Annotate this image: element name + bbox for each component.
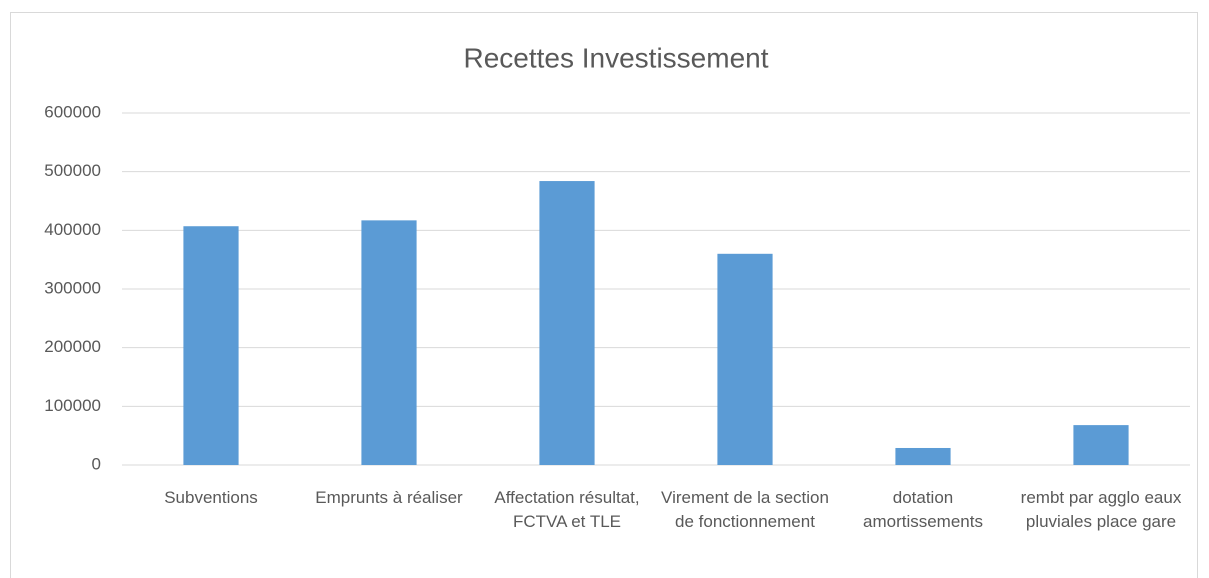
bar	[895, 447, 951, 465]
x-tick-label: dotation amortissements	[863, 488, 983, 531]
y-tick-label: 400000	[44, 220, 101, 239]
bar	[717, 253, 773, 465]
bar	[361, 220, 417, 465]
y-tick-label: 500000	[44, 161, 101, 180]
y-tick-label: 100000	[44, 396, 101, 415]
bar	[183, 226, 239, 465]
y-tick-label: 600000	[44, 102, 101, 121]
y-tick-label: 200000	[44, 337, 101, 356]
x-tick-label: Emprunts à réaliser	[315, 488, 463, 507]
x-tick-label: Affectation résultat, FCTVA et TLE	[494, 488, 640, 531]
x-tick-label: rembt par agglo eaux pluviales place gar…	[1020, 488, 1182, 531]
chart-title: Recettes Investissement	[463, 42, 768, 73]
bar	[539, 181, 595, 465]
bar	[1073, 425, 1129, 465]
y-tick-label: 300000	[44, 278, 101, 297]
x-tick-label: Virement de la section de fonctionnement	[661, 488, 829, 531]
chart-frame	[10, 12, 1198, 578]
x-tick-label: Subventions	[164, 488, 258, 507]
y-tick-label: 0	[92, 454, 101, 473]
